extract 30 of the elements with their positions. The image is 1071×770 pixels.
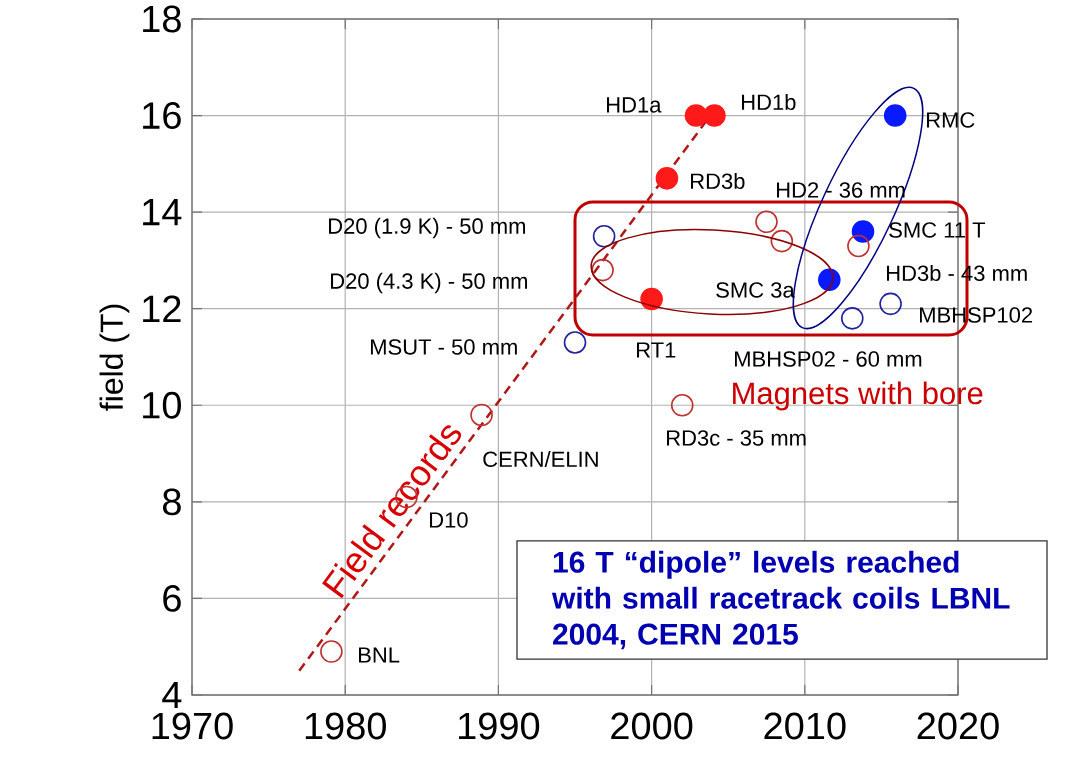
annotation: HD1a	[607, 97, 662, 113]
annotation: SMC 11 T	[889, 222, 986, 238]
annotation: MBHSP02 - 60 mm	[735, 351, 922, 367]
x-tick-label: 1970	[152, 712, 233, 740]
annotation: Magnets with bore	[733, 381, 983, 411]
annotation: CERN/ELIN	[483, 450, 598, 468]
x-tick-label: 2020	[917, 712, 999, 740]
annotation: HD1b	[742, 93, 796, 111]
y-tick-label: 4	[162, 681, 182, 709]
y-tick-label: 8	[162, 488, 181, 516]
x-tick-label: 2000	[611, 712, 693, 740]
annotation: D20 (1.9 K) - 50 mm	[329, 217, 526, 239]
x-tick-label: 2010	[764, 712, 846, 740]
y-tick-label: 14	[143, 199, 182, 226]
annotation: BNL	[359, 647, 400, 663]
x-tick-label: 1990	[459, 712, 540, 740]
annotation: RD3b	[691, 172, 745, 190]
annotation: RD3c - 35 mm	[667, 430, 806, 446]
x-tick-label: 1980	[305, 712, 386, 740]
annotation: MSUT - 50 mm	[371, 339, 517, 355]
y-tick-label: 16	[143, 102, 181, 130]
y-tick-label: 12	[143, 295, 181, 322]
y-tick-label: 10	[143, 391, 181, 419]
y-tick-label: 6	[163, 584, 181, 612]
annotation: RMC	[927, 112, 975, 128]
y-tick-label: 18	[143, 5, 181, 33]
annotation: 16 T “dipole” levels reached with small racetrack coils LBNL 2004, CERN 2015	[551, 550, 1010, 650]
y-axis-title: field (T)	[99, 304, 130, 411]
annotation: D20 (4.3 K) - 50 mm	[331, 272, 528, 294]
annotation: RT1	[637, 342, 676, 358]
